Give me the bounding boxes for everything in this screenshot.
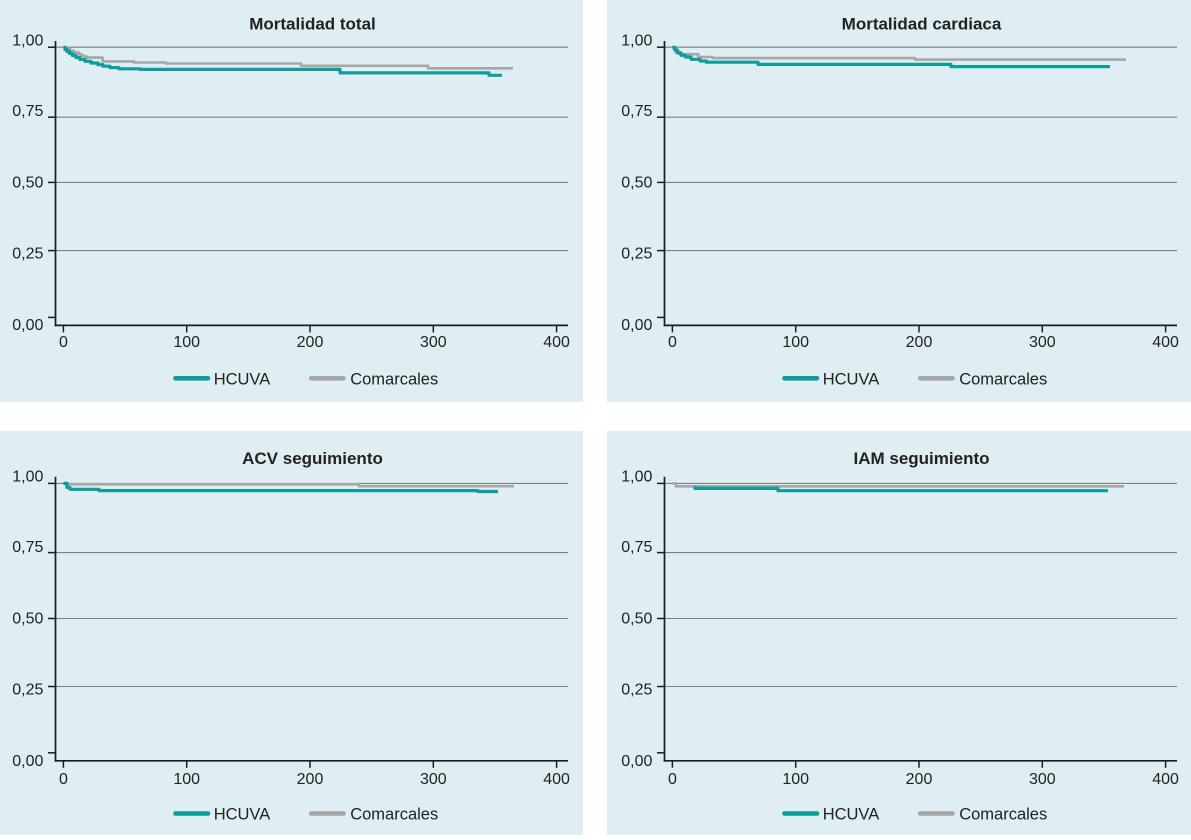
svg-text:0: 0 <box>59 771 68 788</box>
svg-text:0: 0 <box>668 334 677 351</box>
svg-text:0,25: 0,25 <box>12 681 43 698</box>
svg-text:0: 0 <box>668 771 677 788</box>
svg-text:200: 200 <box>906 334 933 351</box>
svg-text:1,00: 1,00 <box>12 469 43 486</box>
svg-text:0,25: 0,25 <box>621 246 652 263</box>
svg-text:0,50: 0,50 <box>621 610 652 627</box>
svg-text:0,75: 0,75 <box>621 539 652 556</box>
svg-text:Mortalidad total: Mortalidad total <box>249 14 376 33</box>
svg-text:0,50: 0,50 <box>621 175 652 192</box>
svg-text:400: 400 <box>543 334 570 351</box>
svg-text:0,25: 0,25 <box>12 246 43 263</box>
svg-text:0,50: 0,50 <box>12 175 43 192</box>
svg-text:100: 100 <box>173 334 200 351</box>
svg-text:Comarcales: Comarcales <box>959 805 1047 823</box>
svg-text:Mortalidad cardiaca: Mortalidad cardiaca <box>842 14 1002 33</box>
svg-text:HCUVA: HCUVA <box>214 805 271 823</box>
svg-text:1,00: 1,00 <box>12 33 43 50</box>
svg-text:Comarcales: Comarcales <box>350 370 438 388</box>
svg-text:300: 300 <box>1029 771 1056 788</box>
svg-text:0,00: 0,00 <box>621 753 652 770</box>
svg-text:ACV seguimiento: ACV seguimiento <box>242 449 383 468</box>
svg-text:IAM seguimiento: IAM seguimiento <box>853 449 989 468</box>
svg-text:200: 200 <box>297 334 324 351</box>
svg-text:300: 300 <box>420 334 447 351</box>
svg-text:0,50: 0,50 <box>12 610 43 627</box>
svg-text:Comarcales: Comarcales <box>350 805 438 823</box>
svg-text:400: 400 <box>1152 771 1179 788</box>
svg-text:0,00: 0,00 <box>12 317 43 334</box>
svg-text:0,75: 0,75 <box>621 103 652 120</box>
svg-text:100: 100 <box>173 771 200 788</box>
svg-text:0,00: 0,00 <box>621 317 652 334</box>
svg-text:HCUVA: HCUVA <box>823 805 880 823</box>
svg-text:300: 300 <box>1029 334 1056 351</box>
svg-text:Comarcales: Comarcales <box>959 370 1047 388</box>
svg-text:200: 200 <box>906 771 933 788</box>
svg-text:400: 400 <box>543 771 570 788</box>
svg-text:0,75: 0,75 <box>12 539 43 556</box>
svg-text:0,25: 0,25 <box>621 681 652 698</box>
svg-text:1,00: 1,00 <box>621 33 652 50</box>
svg-text:HCUVA: HCUVA <box>214 370 271 388</box>
svg-text:0: 0 <box>59 334 68 351</box>
svg-text:200: 200 <box>297 771 324 788</box>
svg-text:0,00: 0,00 <box>12 753 43 770</box>
svg-text:HCUVA: HCUVA <box>823 370 880 388</box>
svg-text:300: 300 <box>420 771 447 788</box>
svg-text:100: 100 <box>782 334 809 351</box>
svg-text:0,75: 0,75 <box>12 103 43 120</box>
svg-text:1,00: 1,00 <box>621 469 652 486</box>
svg-text:400: 400 <box>1152 334 1179 351</box>
svg-text:100: 100 <box>782 771 809 788</box>
